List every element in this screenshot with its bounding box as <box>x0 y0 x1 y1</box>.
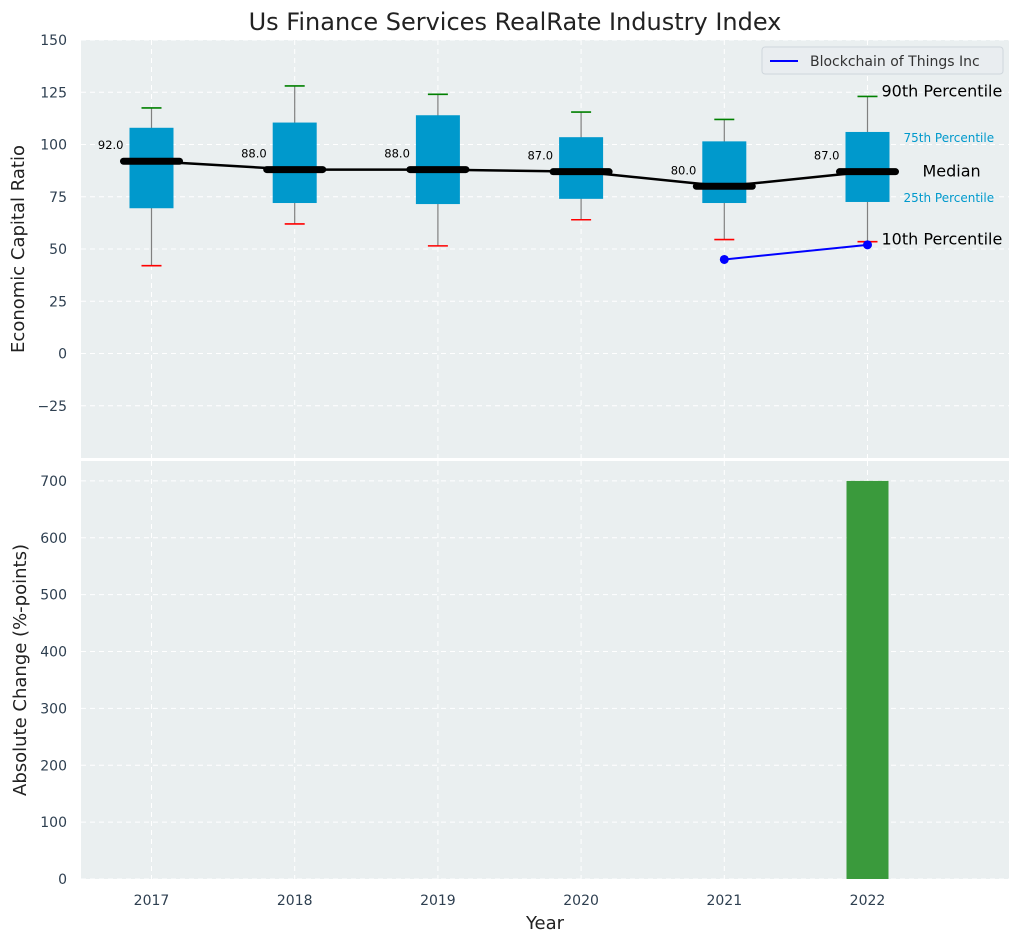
company-series-line <box>724 243 868 261</box>
box-2021 <box>702 141 747 204</box>
median-label-2018: 88.0 <box>241 147 267 161</box>
annotation-90th-percentile: 90th Percentile <box>882 81 1003 100</box>
x-axis-label: Year <box>525 913 565 934</box>
y-tick-label: 50 <box>49 242 67 258</box>
box-panel-y-axis-label: Economic Capital Ratio <box>8 145 29 353</box>
company-point-2021 <box>719 254 729 264</box>
company-series-points <box>719 240 872 264</box>
median-label-2020: 87.0 <box>527 149 553 163</box>
y-tick-label: 150 <box>40 33 67 49</box>
company-point-2022 <box>863 240 872 250</box>
box-2020 <box>559 137 604 199</box>
median-label-2017: 92.0 <box>98 138 124 152</box>
y-tick-label: 100 <box>40 138 67 154</box>
median-labels: 92.0 88.0 88.0 87.0 80.0 87.0 <box>98 138 840 177</box>
legend-label: Blockchain of Things Inc <box>810 54 980 70</box>
annotation-25th-percentile: 25th Percentile <box>904 191 995 205</box>
bars <box>846 480 889 879</box>
y-tick-label: −25 <box>37 399 67 415</box>
annotation-75th-percentile: 75th Percentile <box>904 131 995 145</box>
annotation-median: Median <box>923 162 981 181</box>
annotation-10th-percentile: 10th Percentile <box>882 230 1003 249</box>
y-tick-label: 25 <box>49 294 67 310</box>
bar-2022 <box>846 480 889 879</box>
y-tick-label: 700 <box>40 474 67 490</box>
median-label-2022: 87.0 <box>814 149 840 163</box>
y-tick-label: 0 <box>58 872 67 888</box>
y-tick-label: 75 <box>49 190 67 206</box>
x-tick-label: 2019 <box>420 893 456 909</box>
legend: Blockchain of Things Inc <box>761 46 1004 75</box>
y-tick-label: 0 <box>58 347 67 363</box>
box-panel-y-ticks: −25 0 25 50 75 100 125 150 <box>37 33 67 415</box>
y-tick-label: 600 <box>40 531 67 547</box>
box-2022 <box>845 131 890 202</box>
median-label-2019: 88.0 <box>384 147 410 161</box>
y-tick-label: 125 <box>40 85 67 101</box>
bar-panel-grid <box>81 461 1009 880</box>
y-tick-label: 100 <box>40 815 67 831</box>
median-label-2021: 80.0 <box>671 163 697 177</box>
x-tick-label: 2017 <box>134 893 170 909</box>
x-tick-label: 2022 <box>850 893 886 909</box>
median-marks <box>120 157 899 190</box>
y-tick-label: 500 <box>40 588 67 604</box>
box-2018 <box>272 122 317 204</box>
bar-panel-y-ticks: 0 100 200 300 400 500 600 700 <box>40 474 67 888</box>
box-panel: −25 0 25 50 75 100 125 150 92.0 88.0 88.0 87.0 80.0… <box>8 8 1009 458</box>
y-tick-label: 400 <box>40 645 67 661</box>
legend-box <box>761 46 1004 75</box>
x-tick-label: 2020 <box>563 893 599 909</box>
y-tick-label: 300 <box>40 701 67 717</box>
box-2017 <box>129 127 174 209</box>
bar-panel-y-axis-label: Absolute Change (%-points) <box>10 544 31 796</box>
x-axis-ticks: 2017 2018 2019 2020 2021 2022 <box>134 893 886 909</box>
x-tick-label: 2018 <box>277 893 313 909</box>
y-tick-label: 200 <box>40 758 67 774</box>
percentile-annotations: 90th Percentile 75th Percentile Median 25th… <box>882 81 1003 248</box>
box-2019 <box>415 115 460 205</box>
chart-title: Us Finance Services RealRate Industry In… <box>249 8 782 36</box>
x-tick-label: 2021 <box>706 893 742 909</box>
